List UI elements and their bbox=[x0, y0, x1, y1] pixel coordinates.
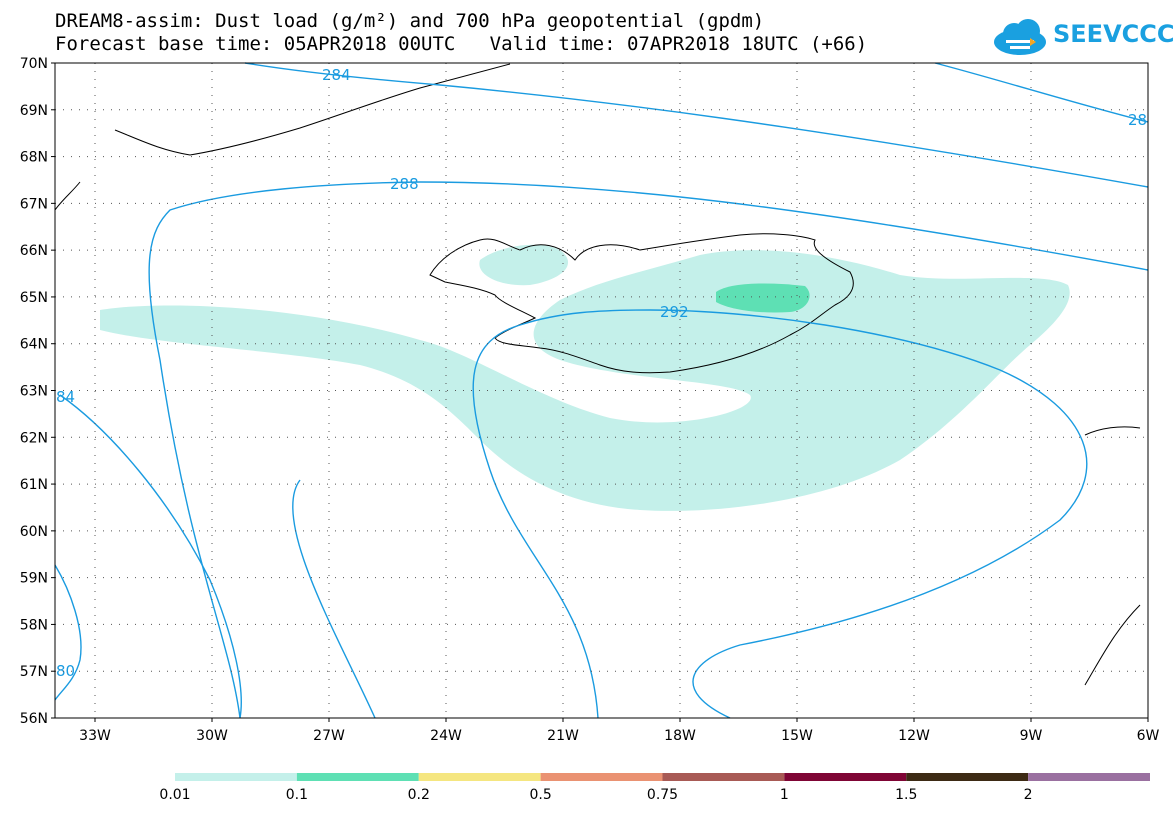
colorbar-label: 1.5 bbox=[895, 787, 917, 803]
lat-label: 56N bbox=[20, 711, 48, 727]
contour-label: 80 bbox=[56, 662, 75, 680]
colorbar-segment bbox=[1028, 773, 1150, 781]
lat-label: 66N bbox=[20, 243, 48, 259]
contour-292 bbox=[292, 479, 376, 719]
colorbar-label: 0.01 bbox=[159, 787, 190, 803]
contour-label: 284 bbox=[322, 66, 351, 84]
contour-284-north bbox=[244, 62, 1149, 188]
colorbar-segment bbox=[175, 773, 297, 781]
colorbar-segment bbox=[540, 773, 663, 781]
lat-label: 69N bbox=[20, 103, 48, 119]
lat-labels: 70N 69N 68N 67N 66N 65N 64N 63N 62N 61N 60N 59N 58N 5… bbox=[20, 56, 48, 727]
lon-label: 21W bbox=[547, 728, 579, 744]
colorbar-label: 2 bbox=[1024, 787, 1033, 803]
contour-28x-ne bbox=[934, 62, 1149, 123]
contour-284-west bbox=[59, 394, 242, 719]
logo-text: SEEVCCC bbox=[1053, 20, 1175, 48]
colorbar-label: 0.75 bbox=[647, 787, 678, 803]
dust-area-light-north bbox=[479, 244, 569, 286]
contour-label: 84 bbox=[56, 388, 75, 406]
lon-label: 6W bbox=[1137, 728, 1160, 744]
contour-label: 292 bbox=[660, 303, 689, 321]
dust-area-light bbox=[100, 250, 1070, 511]
geopotential-contours bbox=[54, 62, 1149, 719]
colorbar-label: 0.2 bbox=[408, 787, 430, 803]
lat-label: 63N bbox=[20, 384, 48, 400]
lat-label: 58N bbox=[20, 617, 48, 633]
map-title-line2: Forecast base time: 05APR2018 00UTC Vali… bbox=[55, 33, 868, 55]
lon-label: 15W bbox=[781, 728, 813, 744]
contour-label: 288 bbox=[390, 175, 419, 193]
lon-label: 24W bbox=[430, 728, 462, 744]
lon-label: 18W bbox=[664, 728, 696, 744]
lat-label: 67N bbox=[20, 196, 48, 212]
colorbar-segment bbox=[418, 773, 541, 781]
lat-label: 59N bbox=[20, 571, 48, 587]
lat-label: 60N bbox=[20, 524, 48, 540]
colorbar: 0.01 0.1 0.2 0.5 0.75 1 1.5 2 bbox=[159, 773, 1150, 803]
lon-labels: 33W 30W 27W 24W 21W 18W 15W 12W 9W 6W bbox=[79, 728, 1159, 744]
contour-label: 28 bbox=[1128, 111, 1147, 129]
lon-label: 33W bbox=[79, 728, 111, 744]
lon-label: 30W bbox=[196, 728, 228, 744]
colorbar-segment bbox=[662, 773, 785, 781]
lon-label: 27W bbox=[313, 728, 345, 744]
lat-label: 62N bbox=[20, 430, 48, 446]
map-frame bbox=[54, 62, 1149, 719]
colorbar-label: 0.1 bbox=[286, 787, 308, 803]
colorbar-label: 0.5 bbox=[529, 787, 551, 803]
lat-label: 61N bbox=[20, 477, 48, 493]
gridlines bbox=[51, 62, 1149, 722]
contour-292-loop bbox=[472, 309, 1088, 719]
lat-label: 68N bbox=[20, 150, 48, 166]
lat-label: 64N bbox=[20, 337, 48, 353]
colorbar-label: 1 bbox=[780, 787, 789, 803]
lat-label: 70N bbox=[20, 56, 48, 72]
lon-label: 9W bbox=[1020, 728, 1043, 744]
dust-area-mid bbox=[716, 283, 810, 313]
lon-label: 12W bbox=[898, 728, 930, 744]
colorbar-segment bbox=[296, 773, 419, 781]
colorbar-segment bbox=[906, 773, 1029, 781]
lat-label: 65N bbox=[20, 290, 48, 306]
map-title-line1: DREAM8-assim: Dust load (g/m²) and 700 h… bbox=[55, 10, 765, 32]
contour-280-west bbox=[54, 564, 82, 701]
contour-288 bbox=[148, 181, 1149, 719]
cloud-logo-icon bbox=[994, 19, 1046, 55]
lat-label: 57N bbox=[20, 664, 48, 680]
colorbar-segment bbox=[784, 773, 907, 781]
